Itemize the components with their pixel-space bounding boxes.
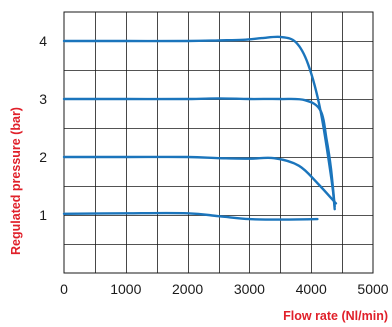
x-tick-label: 4000 (296, 281, 327, 297)
y-tick-label: 3 (39, 91, 47, 107)
chart-series (62, 35, 338, 221)
series-line-1 (62, 211, 319, 221)
x-axis-label: Flow rate (Nl/min) (283, 309, 388, 323)
series-line-4 (62, 35, 336, 211)
x-tick-label: 2000 (172, 281, 203, 297)
y-tick-label: 1 (39, 207, 47, 223)
x-tick-label: 3000 (234, 281, 265, 297)
series-line-2 (62, 155, 338, 205)
series-line-3 (62, 97, 336, 208)
x-tick-label: 5000 (357, 281, 388, 297)
y-tick-label: 4 (39, 33, 47, 49)
x-tick-label: 1000 (110, 281, 141, 297)
y-tick-label: 2 (39, 149, 47, 165)
x-tick-label: 0 (60, 281, 68, 297)
chart-ticks: 0 1000 2000 3000 4000 5000 1 2 3 4 (39, 33, 389, 297)
plot-frame (63, 11, 374, 274)
y-axis-label: Regulated pressure (bar) (9, 107, 23, 255)
